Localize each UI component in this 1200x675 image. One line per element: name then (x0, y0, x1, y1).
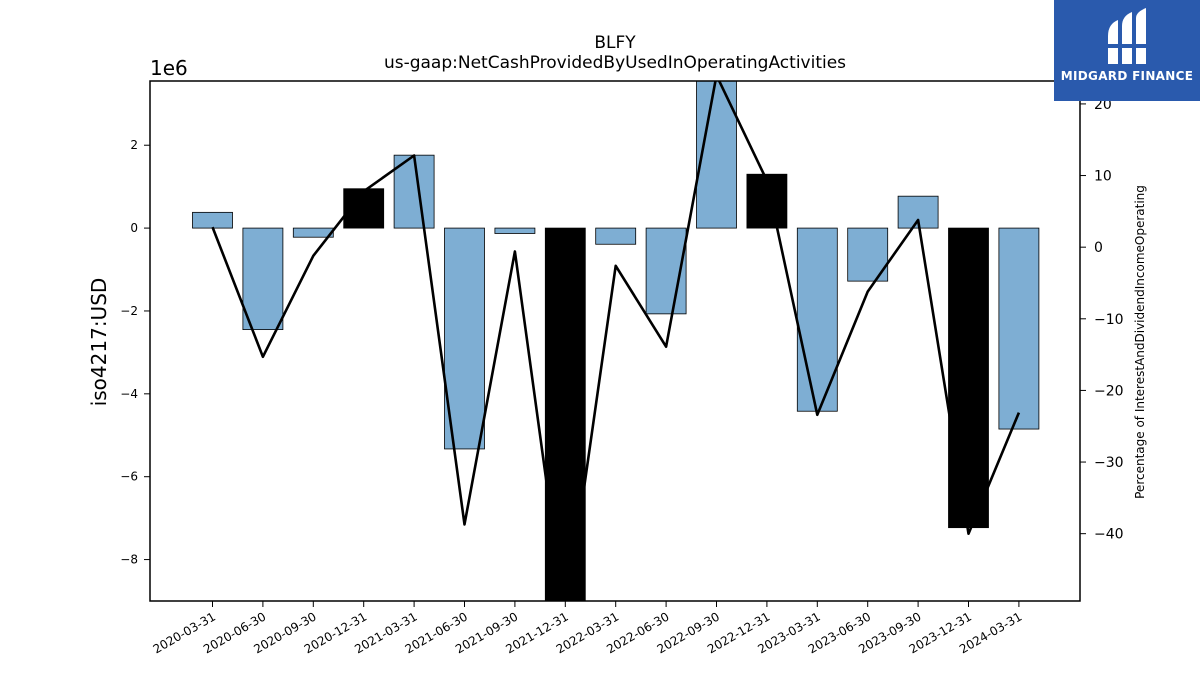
chart-title: BLFY (594, 33, 636, 53)
y2-tick-label: −20 (1094, 383, 1124, 399)
midgard-logo-icon (1104, 8, 1150, 64)
y2-tick-label: 0 (1094, 240, 1103, 256)
y2-tick-label: −30 (1094, 455, 1124, 471)
line-group (211, 81, 1021, 601)
bar (192, 211, 233, 229)
chart-subtitle: us-gaap:NetCashProvidedByUsedInOperating… (384, 53, 846, 73)
y-tick-label: −2 (120, 304, 138, 318)
y-tick-label: −6 (120, 470, 138, 484)
logo-text: MIDGARD FINANCE (1060, 69, 1194, 83)
bar (242, 227, 284, 331)
y-tick-label: −8 (120, 553, 138, 567)
bars-group (192, 80, 1040, 602)
y-axis-offset-label: 1e6 (150, 56, 188, 80)
bar (494, 227, 536, 234)
bar (645, 227, 687, 315)
bar (998, 227, 1040, 430)
x-axis-ticks: 2020-03-312020-06-302020-09-302020-12-31… (151, 601, 1024, 656)
midgard-finance-logo: MIDGARD FINANCE (1054, 0, 1200, 101)
y2-tick-label: −10 (1094, 312, 1124, 328)
y-tick-label: 2 (130, 138, 138, 152)
y-tick-label: −4 (120, 387, 138, 401)
y2-tick-label: 10 (1094, 169, 1112, 185)
bar (444, 227, 485, 450)
y2-axis-label: Percentage of InterestAndDividendIncomeO… (1133, 185, 1147, 499)
series-line (211, 81, 1021, 601)
plot-frame (149, 80, 1081, 602)
y-tick-label: 0 (130, 221, 138, 235)
bar (393, 154, 435, 229)
bar (595, 227, 637, 245)
bar (948, 227, 989, 529)
y-axis-label: iso4217:USD (87, 278, 111, 407)
bar (544, 227, 586, 602)
y2-tick-label: −40 (1094, 527, 1124, 543)
y-axis-ticks: −8 −6 −4 −2 0 2 (120, 138, 150, 567)
bar (292, 227, 334, 238)
